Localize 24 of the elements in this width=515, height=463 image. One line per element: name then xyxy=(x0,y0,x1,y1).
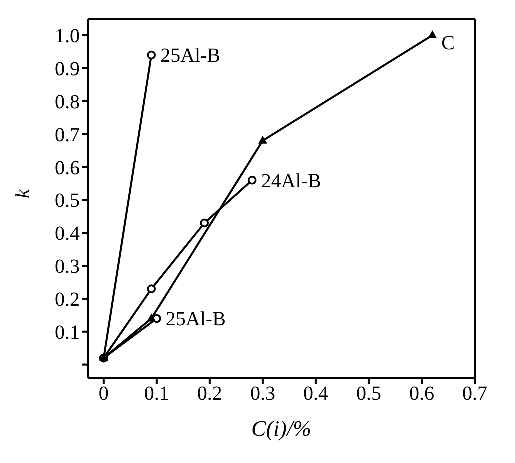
y-tick-label: 0.1 xyxy=(55,322,80,344)
y-tick-label: 0.3 xyxy=(55,256,80,278)
y-tick-label: 0.4 xyxy=(55,223,80,246)
y-tick-label: 0.8 xyxy=(55,91,80,114)
series-label: C xyxy=(442,32,455,54)
y-tick-label: 0.6 xyxy=(55,157,80,180)
series-label: 24Al-B xyxy=(261,170,322,192)
x-axis-title: C(i)/% xyxy=(252,416,312,441)
series-label: 25Al-B xyxy=(160,45,221,68)
y-tick-label: 0.7 xyxy=(55,124,80,146)
x-tick-label: 0 xyxy=(98,383,109,406)
x-tick-label: 0.3 xyxy=(250,383,276,406)
x-tick-label: 0.4 xyxy=(303,383,328,406)
x-tick-label: 0.1 xyxy=(144,383,170,406)
y-tick-label: 1.0 xyxy=(55,26,80,48)
y-tick-label: 0.9 xyxy=(55,58,80,81)
series-label: 25Al-B xyxy=(166,308,226,331)
x-tick-label: 0.6 xyxy=(409,383,434,406)
y-tick-label: 0.2 xyxy=(55,289,80,312)
y-tick-label: 0.5 xyxy=(55,190,80,212)
x-tick-label: 0.5 xyxy=(356,383,382,406)
x-tick-label: 0.7 xyxy=(462,383,488,406)
x-tick-label: 0.2 xyxy=(197,383,222,406)
y-axis-title: k xyxy=(12,188,34,198)
